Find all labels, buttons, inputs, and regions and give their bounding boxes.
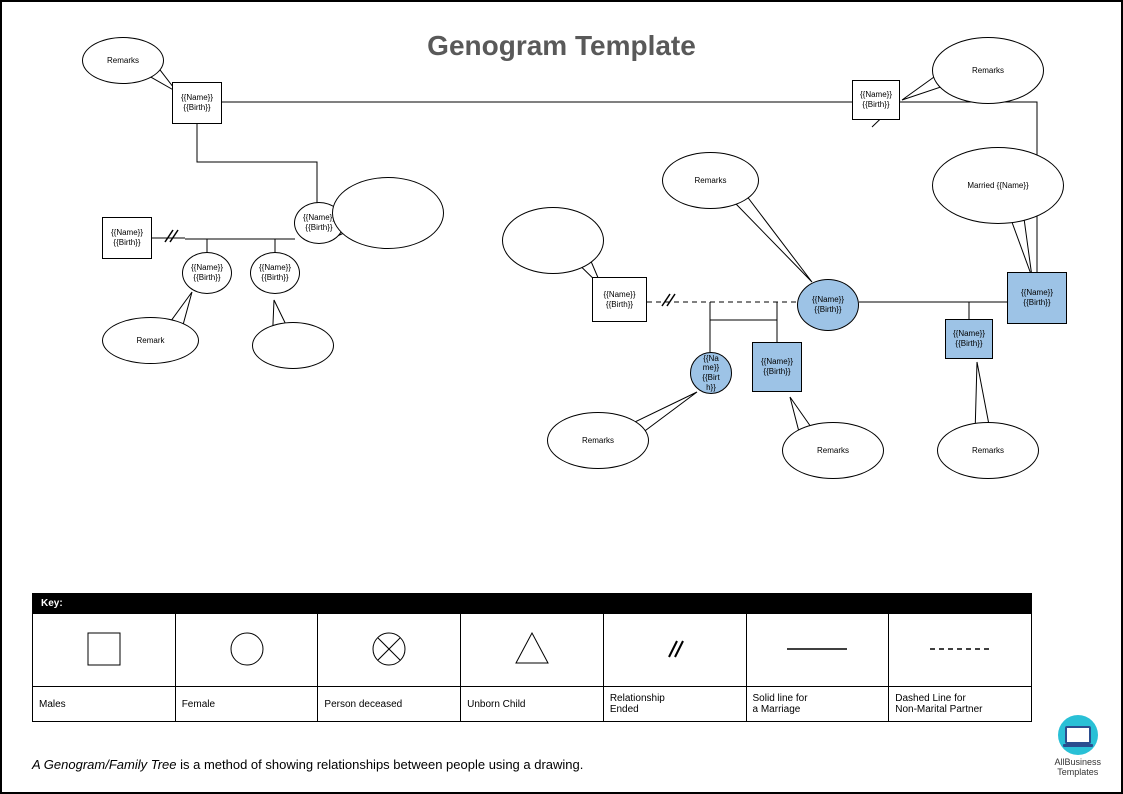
female-node: {{Name}}{{Birth}}: [250, 252, 300, 294]
footer-em: A Genogram/Family Tree: [32, 757, 177, 772]
remark-bubble: Remark: [102, 317, 199, 364]
legend-symbol-triangle: [461, 614, 604, 687]
male-node: {{Name}}{{Birth}}: [752, 342, 802, 392]
legend-symbol-solid_line: [746, 614, 889, 687]
legend-symbol-circle: [175, 614, 318, 687]
remark-bubble: Remarks: [547, 412, 649, 469]
genogram-page: Genogram Template {{Name}}{{Birth}}{{Nam…: [0, 0, 1123, 794]
legend-label: RelationshipEnded: [603, 687, 746, 722]
legend-table: Key: MalesFemalePerson deceasedUnborn Ch…: [32, 593, 1032, 722]
remark-bubble: Remarks: [82, 37, 164, 84]
footer-text: A Genogram/Family Tree is a method of sh…: [32, 757, 583, 772]
legend-label: Dashed Line forNon-Marital Partner: [889, 687, 1032, 722]
legend-label: Males: [33, 687, 176, 722]
remark-bubble: Married {{Name}}: [932, 147, 1064, 224]
female-node: {{Name}}{{Birth}}: [182, 252, 232, 294]
genogram-diagram: {{Name}}{{Birth}} {{Name}}{{Birth}} {{Name…: [2, 2, 1121, 562]
logo-text-1: AllBusiness: [1054, 757, 1101, 767]
remark-bubble: Remarks: [937, 422, 1039, 479]
legend-symbol-circle_x: [318, 614, 461, 687]
legend-symbol-square: [33, 614, 176, 687]
legend-header: Key:: [33, 594, 1032, 614]
footer-rest: is a method of showing relationships bet…: [177, 757, 584, 772]
male-node: {{Name}}{{Birth}}: [102, 217, 152, 259]
male-node: {{Name}}{{Birth}}: [852, 80, 900, 120]
logo-text-2: Templates: [1054, 767, 1101, 777]
remark-bubble: [502, 207, 604, 274]
male-node: {{Name}}{{Birth}}: [592, 277, 647, 322]
legend-label: Unborn Child: [461, 687, 604, 722]
remark-bubble: Remarks: [662, 152, 759, 209]
male-node: {{Name}}{{Birth}}: [945, 319, 993, 359]
male-node: {{Name}}{{Birth}}: [1007, 272, 1067, 324]
brand-logo: AllBusiness Templates: [1054, 715, 1101, 777]
legend-label: Female: [175, 687, 318, 722]
remark-bubble: [252, 322, 334, 369]
female-node: {{Name}}{{Birth}}: [690, 352, 732, 394]
legend-symbol-dashed_line: [889, 614, 1032, 687]
remark-bubble: [332, 177, 444, 249]
legend-label: Solid line fora Marriage: [746, 687, 889, 722]
female-node: {{Name}}{{Birth}}: [797, 279, 859, 331]
remark-bubble: Remarks: [932, 37, 1044, 104]
legend-label: Person deceased: [318, 687, 461, 722]
logo-icon: [1058, 715, 1098, 755]
legend-symbol-dbl_slash: [603, 614, 746, 687]
male-node: {{Name}}{{Birth}}: [172, 82, 222, 124]
remark-bubble: Remarks: [782, 422, 884, 479]
